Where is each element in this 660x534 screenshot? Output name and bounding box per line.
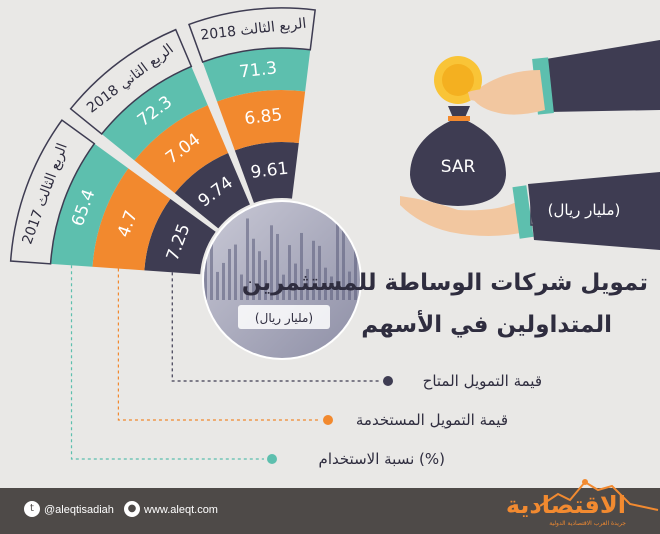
sar-bag-icon: SAR (410, 106, 506, 206)
wedge-header (188, 7, 316, 63)
legend-label-used: قيمة التمويل المستخدمة (356, 411, 508, 429)
wedge-segment-used (134, 105, 229, 194)
legend: قيمة التمويل المتاح قيمة التمويل المستخد… (267, 372, 542, 468)
guide-line-ratio (70, 265, 264, 460)
brand-trend-line (540, 479, 659, 511)
chart-title-line1: تمويل شركات الوساطة للمستثمرين (242, 270, 648, 296)
legend-label-ratio: نسبة الاستخدام (%) (319, 450, 445, 468)
unit-box-frame (530, 192, 638, 226)
center-unit-label: (مليار ريال) (255, 311, 313, 326)
wedge-segment-ratio (50, 143, 129, 267)
footer-bar: t @aleqtisadiah ● www.aleqt.com (0, 488, 660, 534)
wedge-header (69, 28, 193, 136)
wedge-segment-used (92, 168, 171, 271)
value-label-ratio: 71.3 (238, 58, 278, 82)
chart-title-line2: المتداولين في الأسهم (361, 309, 612, 338)
wedge-segment-available (174, 152, 250, 229)
wedge-segment-used (217, 90, 306, 151)
brand-logo: الاقتصادية (505, 491, 626, 519)
wedge-header (9, 119, 96, 265)
legend-guide-lines (70, 265, 380, 460)
wedge-segment-ratio (202, 47, 311, 102)
value-label-used: 6.85 (243, 105, 283, 129)
legend-label-available: قيمة التمويل المتاح (423, 372, 542, 390)
twitter-icon: t (24, 501, 40, 517)
hand-with-money-bag-illustration: SAR (400, 40, 660, 250)
legend-dot-ratio (267, 454, 277, 464)
legend-item-ratio: نسبة الاستخدام (%) (267, 450, 445, 468)
guide-line-available (171, 272, 380, 382)
center-unit-box (238, 305, 330, 329)
wedge-segment-available (234, 142, 299, 203)
brand-tagline: جريدة العرب الاقتصادية الدولية (549, 520, 626, 527)
website-link[interactable]: www.aleqt.com (144, 504, 218, 516)
twitter-handle[interactable]: @aleqtisadiah (44, 504, 114, 516)
legend-item-used: قيمة التمويل المستخدمة (323, 411, 508, 429)
globe-icon: ● (124, 501, 140, 517)
legend-item-available: قيمة التمويل المتاح (383, 372, 542, 390)
wedge-segment-available (144, 198, 216, 275)
legend-dot-used (323, 415, 333, 425)
unit-box-label: (مليار ريال) (548, 201, 621, 219)
legend-dot-available (383, 376, 393, 386)
value-label-available: 9.61 (250, 159, 290, 183)
bag-label: SAR (441, 157, 476, 177)
guide-line-used (117, 268, 320, 421)
wedge-segment-ratio (101, 66, 208, 161)
